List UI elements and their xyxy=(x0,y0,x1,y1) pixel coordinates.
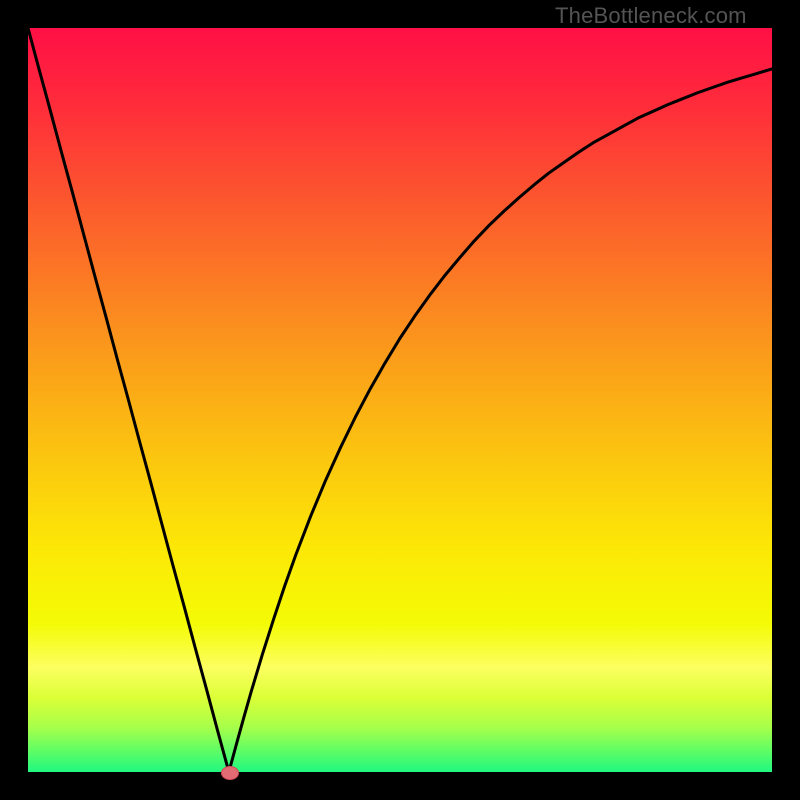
watermark-text: TheBottleneck.com xyxy=(555,3,747,29)
plot-area xyxy=(28,28,772,772)
minimum-marker xyxy=(221,766,239,780)
bottleneck-curve xyxy=(28,28,772,772)
